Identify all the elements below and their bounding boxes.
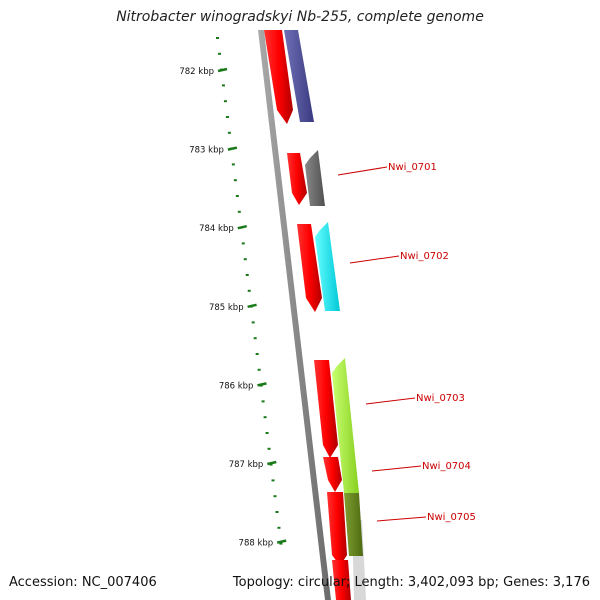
scale-label: 782 kbp bbox=[179, 67, 214, 77]
scale-minor-tick bbox=[245, 274, 249, 276]
gene-nwi-0701 bbox=[305, 150, 325, 206]
scale-minor-tick bbox=[216, 37, 219, 39]
scale-minor-tick bbox=[243, 258, 247, 261]
topology-text: Topology: circular; Length: 3,402,093 bp… bbox=[232, 575, 590, 590]
scale-label: 788 kbp bbox=[239, 539, 274, 549]
forward-gene-arrow bbox=[297, 224, 322, 312]
callout-lines bbox=[337, 166, 427, 522]
gene-nwi-0702 bbox=[315, 222, 340, 311]
scale-major-tick bbox=[247, 303, 257, 309]
gene-label: Nwi_0701 bbox=[388, 162, 437, 173]
forward-gene-arrow bbox=[327, 492, 347, 566]
scale-label: 786 kbp bbox=[219, 381, 254, 391]
scale-major-tick bbox=[257, 382, 267, 387]
forward-gene-arrow bbox=[314, 360, 338, 458]
scale-minor-tick bbox=[225, 116, 229, 118]
scale-major-tick bbox=[217, 67, 228, 73]
genome-backbone bbox=[258, 30, 331, 600]
scale-label: 785 kbp bbox=[209, 303, 244, 313]
scale-major-tick bbox=[267, 460, 277, 466]
map-title: Nitrobacter winogradskyi Nb-255, complet… bbox=[116, 9, 484, 25]
forward-gene-arrow bbox=[332, 560, 351, 600]
forward-gene-arrow bbox=[264, 30, 293, 124]
scale-minor-tick bbox=[275, 511, 279, 513]
scale-minor-tick bbox=[227, 131, 231, 134]
scale-minor-tick bbox=[237, 210, 241, 213]
scale-label: 787 kbp bbox=[229, 460, 264, 470]
gene-label: Nwi_0703 bbox=[416, 393, 465, 404]
colored-genes bbox=[284, 30, 363, 556]
scale-label: 784 kbp bbox=[199, 224, 234, 234]
gene-nwi-0703 bbox=[332, 358, 359, 493]
scale-minor-tick bbox=[257, 368, 261, 371]
scale-minor-tick bbox=[223, 100, 227, 103]
gene-labels: Nwi_0701 Nwi_0702 Nwi_0703 Nwi_0704 Nwi_… bbox=[388, 162, 476, 523]
scale-minor-tick bbox=[279, 542, 283, 545]
scale-minor-tick bbox=[255, 353, 259, 355]
scale-label: 783 kbp bbox=[189, 146, 224, 156]
scale-minor-tick bbox=[261, 400, 265, 403]
scale-ticks: 782 kbp 783 kbp 784 kbp 785 kbp 786 kbp 787 k… bbox=[179, 67, 287, 549]
scale-minor-tick bbox=[235, 195, 239, 197]
scale-minor-tick bbox=[221, 84, 225, 87]
gene-nwi-0705 bbox=[344, 493, 363, 556]
scale-minor-tick bbox=[233, 179, 237, 182]
scale-minor-tick bbox=[251, 321, 255, 324]
scale-minor-tick bbox=[231, 163, 235, 166]
scale-minor-tick bbox=[267, 447, 271, 450]
scale-major-tick bbox=[276, 539, 287, 544]
forward-strand-genes bbox=[264, 30, 351, 600]
scale-minor-tick bbox=[241, 242, 245, 245]
scale-minor-tick bbox=[277, 526, 281, 529]
gene-label: Nwi_0702 bbox=[400, 251, 449, 262]
gene-purple bbox=[284, 30, 314, 122]
scale-minor-tick bbox=[263, 416, 267, 419]
accession-text: Accession: NC_007406 bbox=[9, 575, 157, 590]
scale-minor-tick bbox=[273, 495, 277, 498]
scale-track bbox=[216, 37, 283, 545]
scale-minor-tick bbox=[269, 463, 273, 466]
scale-minor-tick bbox=[265, 432, 269, 434]
scale-major-tick bbox=[237, 224, 248, 230]
gene-label: Nwi_0705 bbox=[427, 512, 476, 523]
scale-major-tick bbox=[227, 146, 238, 151]
scale-minor-tick bbox=[271, 479, 275, 482]
scale-minor-tick bbox=[253, 337, 257, 340]
forward-gene-arrow bbox=[323, 457, 342, 492]
scale-minor-tick bbox=[247, 289, 251, 292]
gene-label: Nwi_0704 bbox=[422, 461, 471, 472]
forward-gene-arrow bbox=[287, 153, 307, 205]
scale-minor-tick bbox=[217, 52, 221, 55]
